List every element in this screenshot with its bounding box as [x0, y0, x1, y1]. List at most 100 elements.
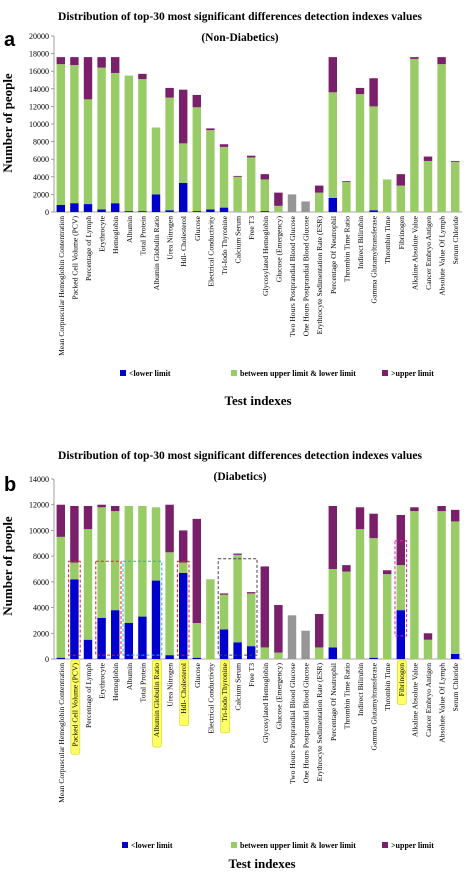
chart-b-legend: <lower limit between upper limit & lower…: [122, 841, 434, 850]
chart-b-bar-seg-between: [342, 571, 351, 659]
chart-a-legend-swatch-upper: [382, 370, 388, 376]
chart-a-bar-seg-lower: [138, 211, 147, 212]
chart-b-bar-seg-lower: [219, 629, 229, 659]
chart-a-bar-seg-between: [328, 92, 338, 198]
chart-a-legend-lower: <lower limit: [129, 369, 171, 378]
chart-a-category-label: Mean Corpuscular Hemoglobin Contentratio…: [57, 216, 66, 356]
chart-b-bar-seg-upper: [56, 504, 66, 537]
chart-a-bar-seg-other: [287, 194, 297, 212]
chart-a-bar-seg-upper: [219, 144, 229, 147]
chart-a-category-label: Percentage Of Neutrophil: [329, 216, 338, 294]
chart-b-category-label: Fibrinogen: [397, 663, 406, 697]
chart-b-bar-seg-between: [178, 562, 188, 573]
chart-b-category-label: Mean Corpuscular Hemoglobin Contentratio…: [57, 663, 66, 803]
chart-a-y-tick-label: 6000: [33, 155, 49, 164]
chart-a-category-label: Glycosylated Hemoglobin: [261, 216, 270, 296]
chart-a-category-label: Albumin: [125, 216, 134, 243]
chart-b-y-axis-label: Number of people: [0, 516, 15, 616]
chart-a-y-tick-label: 0: [45, 208, 49, 217]
chart-a-bar-seg-between: [382, 179, 392, 212]
chart-a-bar-seg-upper: [206, 128, 215, 131]
chart-b-legend-lower: <lower limit: [131, 841, 173, 850]
chart-b-bar-seg-between: [314, 647, 324, 659]
chart-b-legend-swatch-between: [231, 842, 237, 848]
chart-b-bar-seg-upper: [233, 553, 242, 555]
chart-a-bar-seg-lower: [192, 211, 202, 212]
chart-b-title: Distribution of top-30 most significant …: [58, 450, 422, 462]
chart-a-bar-seg-between: [450, 161, 460, 212]
chart-a-bar-seg-between: [369, 106, 378, 211]
chart-b-category-label: Thrombin Time: [383, 662, 392, 711]
chart-a-bar-seg-lower: [328, 197, 338, 212]
chart-a-bar-seg-between: [274, 205, 283, 212]
chart-b-bar-seg-between: [206, 579, 215, 659]
chart-b-bar-seg-between: [151, 507, 161, 581]
chart-b-bar-seg-lower: [369, 657, 378, 659]
chart-b-legend-upper: >upper limit: [391, 841, 434, 850]
chart-a-bar-seg-between: [178, 143, 188, 183]
chart-a-bar-seg-lower: [206, 209, 215, 212]
chart-a-bar-seg-between: [355, 94, 365, 212]
chart-b-category-label: Gamma Glutamyltransferase: [370, 662, 379, 750]
chart-a-legend-swatch-lower: [120, 370, 126, 376]
chart-b-bar-seg-between: [110, 511, 120, 611]
chart-a-bar-seg-upper: [355, 87, 365, 95]
chart-b-category-label: Glucose (Emergency): [274, 663, 283, 730]
chart-b-bar-seg-between: [437, 511, 446, 659]
chart-a-bar-seg-between: [151, 127, 161, 195]
chart-b-bar-seg-between: [83, 529, 93, 640]
chart-a-bar-seg-upper: [342, 181, 351, 183]
chart-a-y-tick-label: 10000: [29, 120, 49, 129]
chart-a-bar-seg-lower: [70, 203, 79, 212]
chart-a-bar-seg-between: [396, 185, 406, 212]
chart-b-category-label: Calcium Serum: [234, 663, 243, 711]
chart-a-category-label: Urea Nitrogen: [166, 216, 175, 260]
chart-a-bar-seg-between: [165, 97, 174, 211]
chart-a-bar-seg-lower: [56, 204, 66, 212]
chart-a-panel-label: a: [4, 29, 16, 51]
chart-b-bar-seg-upper: [274, 605, 283, 653]
chart-a-bar-seg-between: [437, 64, 446, 212]
chart-a-bar-seg-lower: [97, 209, 106, 212]
chart-b-category-label: Absolute Value Of Lymph: [438, 663, 447, 743]
chart-a-bar-seg-upper: [56, 57, 66, 65]
chart-b-highlight-box: [95, 560, 122, 656]
chart-b-bar-seg-between: [423, 639, 433, 659]
chart-b-bar-seg-lower: [192, 657, 202, 659]
chart-b-y-tick-label: 4000: [33, 604, 49, 613]
chart-a-bar-seg-between: [342, 182, 351, 212]
chart-a-category-label: Absolute Value Of Lymph: [438, 216, 447, 296]
chart-b-category-label: Two Hours Postprandial Blood Glucose: [288, 662, 297, 784]
chart-a-bar-seg-upper: [138, 73, 147, 80]
chart-b-bar-seg-between: [233, 554, 242, 643]
chart-a-y-tick-label: 8000: [33, 138, 49, 147]
chart-a-bar-seg-lower: [369, 210, 378, 212]
chart-b-y-tick-label: 0: [45, 655, 49, 664]
chart-b-bar-seg-upper: [110, 506, 120, 512]
chart-b-category-label: Percentage of Lymph: [84, 663, 93, 728]
chart-a-bar-seg-upper: [274, 192, 283, 206]
chart-a-bar-seg-lower: [124, 211, 134, 212]
chart-a-category-label: Fibrinogen: [397, 216, 406, 250]
chart-a-y-tick-label: 18000: [29, 50, 49, 59]
chart-a-category-label: Gamma Glutamyltransferase: [370, 215, 379, 303]
chart-b-bar-seg-lower: [97, 617, 106, 659]
chart-b-highlight-box: [394, 540, 408, 637]
chart-b-category-highlight: [220, 659, 230, 734]
chart-b-y-tick-label: 6000: [33, 578, 49, 587]
chart-a-bar-seg-between: [260, 179, 270, 212]
chart-b-bar-seg-lower: [124, 623, 134, 659]
chart-a-category-label: Thrombin Time Ratio: [342, 216, 351, 282]
chart-a-category-label: Glucose (Emergency): [274, 216, 283, 283]
chart-b-bar-seg-upper: [246, 592, 256, 594]
chart-b-bar-seg-between: [124, 506, 134, 623]
chart-b-bar-seg-other: [287, 615, 297, 659]
chart-a-plot: 0 2000 4000 6000 8000 10000 12000 14000 16000 180…: [29, 32, 462, 356]
chart-b-y-tick-label: 8000: [33, 552, 49, 561]
chart-a-bar-seg-lower: [110, 203, 120, 212]
chart-a-category-label: One Hours Postprandial Blood Glucose: [302, 215, 311, 336]
chart-b-highlight-box: [122, 560, 163, 656]
chart-b-y-tick-label: 10000: [29, 526, 49, 535]
chart-b-bar-seg-between: [382, 574, 392, 659]
chart-a-category-label: Two Hours Postprandial Blood Glucose: [288, 215, 297, 337]
